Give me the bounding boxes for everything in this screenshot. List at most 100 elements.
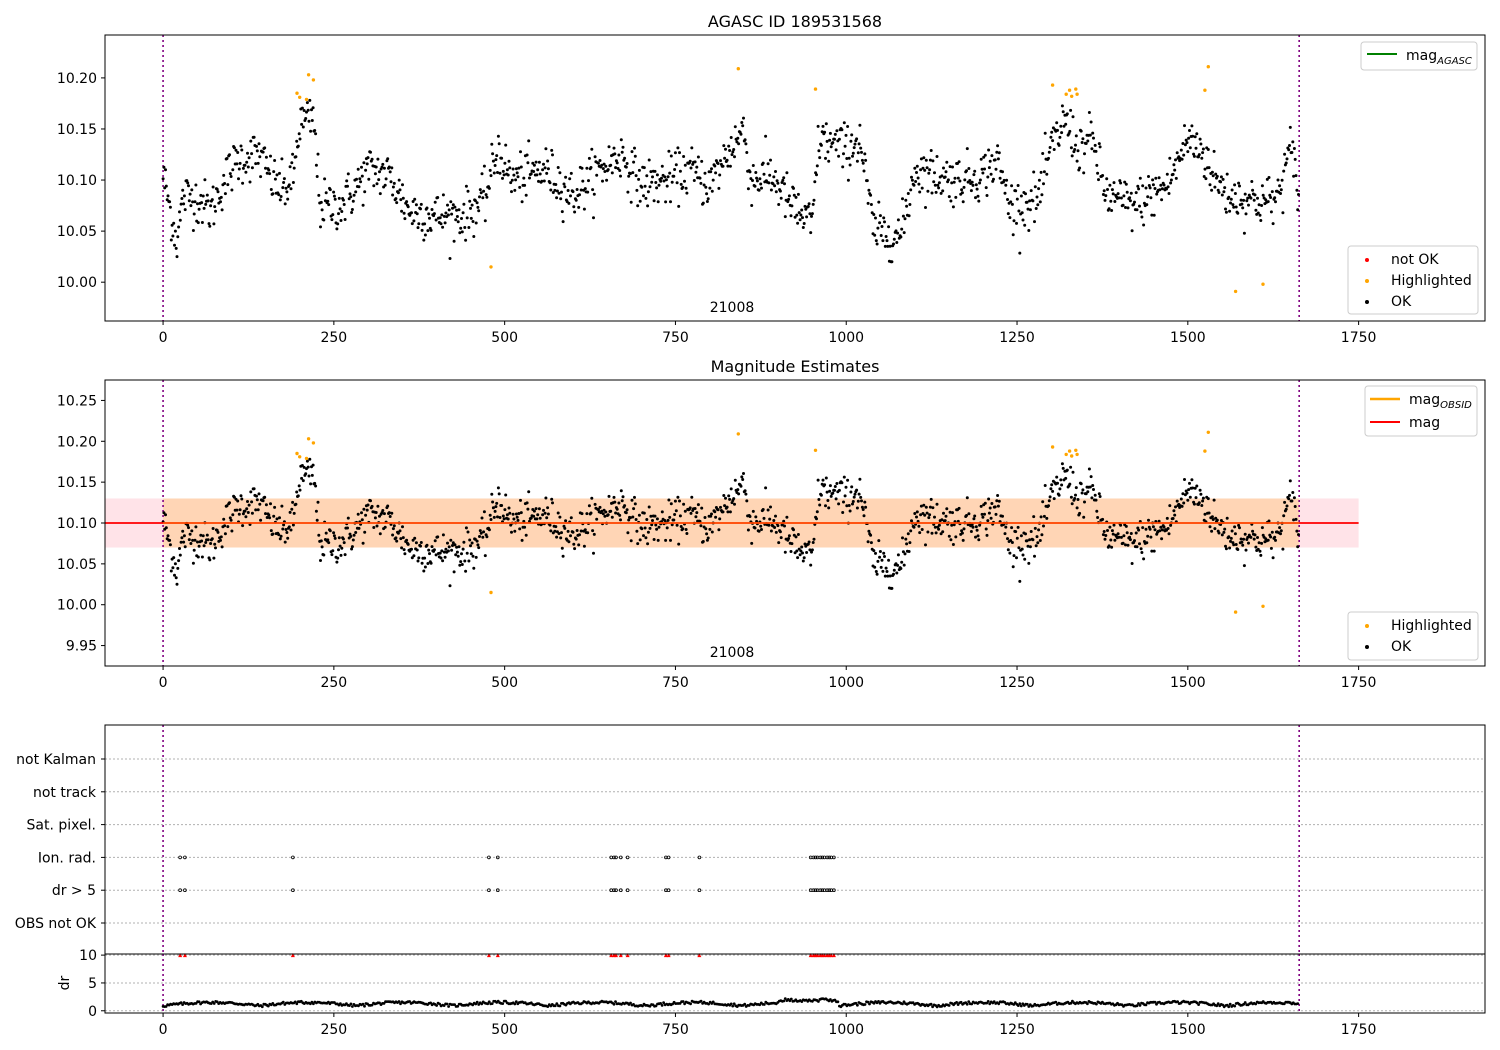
ok-point xyxy=(466,530,470,534)
ok-point xyxy=(410,547,413,551)
ok-point xyxy=(1254,208,1258,212)
ok-point xyxy=(805,215,809,219)
ok-point xyxy=(292,511,296,515)
ok-point xyxy=(1251,529,1255,533)
ok-point xyxy=(239,494,243,498)
ok-point xyxy=(1249,535,1253,539)
ok-point xyxy=(1112,523,1116,527)
dr-point xyxy=(197,1000,201,1004)
ok-point xyxy=(633,502,637,506)
ok-point xyxy=(1160,528,1164,532)
ok-point xyxy=(774,530,778,534)
ok-point xyxy=(587,156,591,160)
ok-point xyxy=(1149,535,1153,539)
ok-point xyxy=(1124,524,1128,528)
ok-point xyxy=(494,505,498,509)
ok-point xyxy=(840,481,844,485)
ok-point xyxy=(1146,195,1150,199)
ok-point xyxy=(200,221,204,224)
ok-point xyxy=(630,498,634,502)
ok-point xyxy=(625,508,629,512)
ok-point xyxy=(281,527,285,531)
ok-point xyxy=(1034,544,1038,548)
ok-point xyxy=(925,166,929,170)
ok-point xyxy=(710,530,714,534)
ok-point xyxy=(917,524,921,528)
ok-point xyxy=(478,195,481,199)
ok-point xyxy=(481,535,485,539)
ok-point xyxy=(313,481,317,485)
ok-point xyxy=(439,556,443,560)
ok-point xyxy=(314,163,318,167)
ok-point xyxy=(443,221,447,225)
ok-point xyxy=(1021,553,1025,557)
ok-point xyxy=(307,474,311,478)
dr-point xyxy=(1025,1002,1029,1006)
ok-point xyxy=(1171,517,1175,520)
ok-point xyxy=(469,552,473,556)
ok-point xyxy=(1037,187,1041,191)
ok-point xyxy=(245,160,249,164)
ok-point xyxy=(545,171,549,175)
ok-point xyxy=(1148,186,1152,190)
ok-point xyxy=(769,529,773,533)
ok-point xyxy=(1009,539,1013,542)
ok-point xyxy=(937,527,941,531)
ok-point xyxy=(1184,138,1188,142)
ok-point xyxy=(1247,203,1250,207)
ok-point xyxy=(237,512,241,516)
ok-point xyxy=(808,212,812,216)
ok-point xyxy=(523,183,527,187)
ok-point xyxy=(880,225,884,228)
ok-point xyxy=(954,535,958,539)
ok-point xyxy=(677,204,681,208)
ok-point xyxy=(774,170,777,173)
ok-point xyxy=(506,517,510,521)
ok-point xyxy=(432,212,436,216)
dr-point xyxy=(1254,1002,1258,1006)
ok-point xyxy=(1270,530,1274,534)
ok-point xyxy=(1171,172,1175,176)
flag-marker xyxy=(811,855,816,860)
ok-point xyxy=(626,190,630,194)
ok-point xyxy=(899,235,903,239)
ok-point xyxy=(815,510,819,514)
ok-point xyxy=(226,525,230,529)
ok-point xyxy=(844,485,848,489)
ok-point xyxy=(559,536,563,540)
ok-point xyxy=(837,154,841,158)
ok-point xyxy=(269,529,273,533)
ok-point xyxy=(900,227,904,231)
ok-point xyxy=(931,159,935,163)
ok-point xyxy=(173,229,177,233)
ok-point xyxy=(1092,488,1095,491)
ok-point xyxy=(496,486,500,490)
ok-point xyxy=(327,203,331,207)
ok-point xyxy=(349,195,353,199)
ok-point xyxy=(1154,176,1158,180)
ok-point xyxy=(1202,175,1206,178)
ok-point xyxy=(1121,541,1125,545)
ok-point xyxy=(644,536,648,540)
ok-point xyxy=(441,559,445,563)
ok-point xyxy=(387,511,391,515)
x-tick-label: 1500 xyxy=(1170,1022,1206,1038)
ok-point xyxy=(171,566,175,570)
ok-point xyxy=(191,538,195,542)
ok-point xyxy=(522,176,526,180)
ok-point xyxy=(541,168,545,172)
ok-point xyxy=(987,497,991,501)
ok-point xyxy=(507,159,511,163)
ok-point xyxy=(1125,190,1129,194)
ok-point xyxy=(960,531,964,535)
ok-point xyxy=(1169,178,1173,182)
ok-point xyxy=(853,142,857,146)
ok-point xyxy=(890,586,894,590)
ok-point xyxy=(993,158,997,162)
ok-point xyxy=(758,177,762,181)
ok-point xyxy=(610,515,614,519)
ok-point xyxy=(173,573,176,577)
ok-point xyxy=(1110,209,1114,212)
ok-point xyxy=(778,189,782,193)
ok-point xyxy=(1032,515,1036,519)
